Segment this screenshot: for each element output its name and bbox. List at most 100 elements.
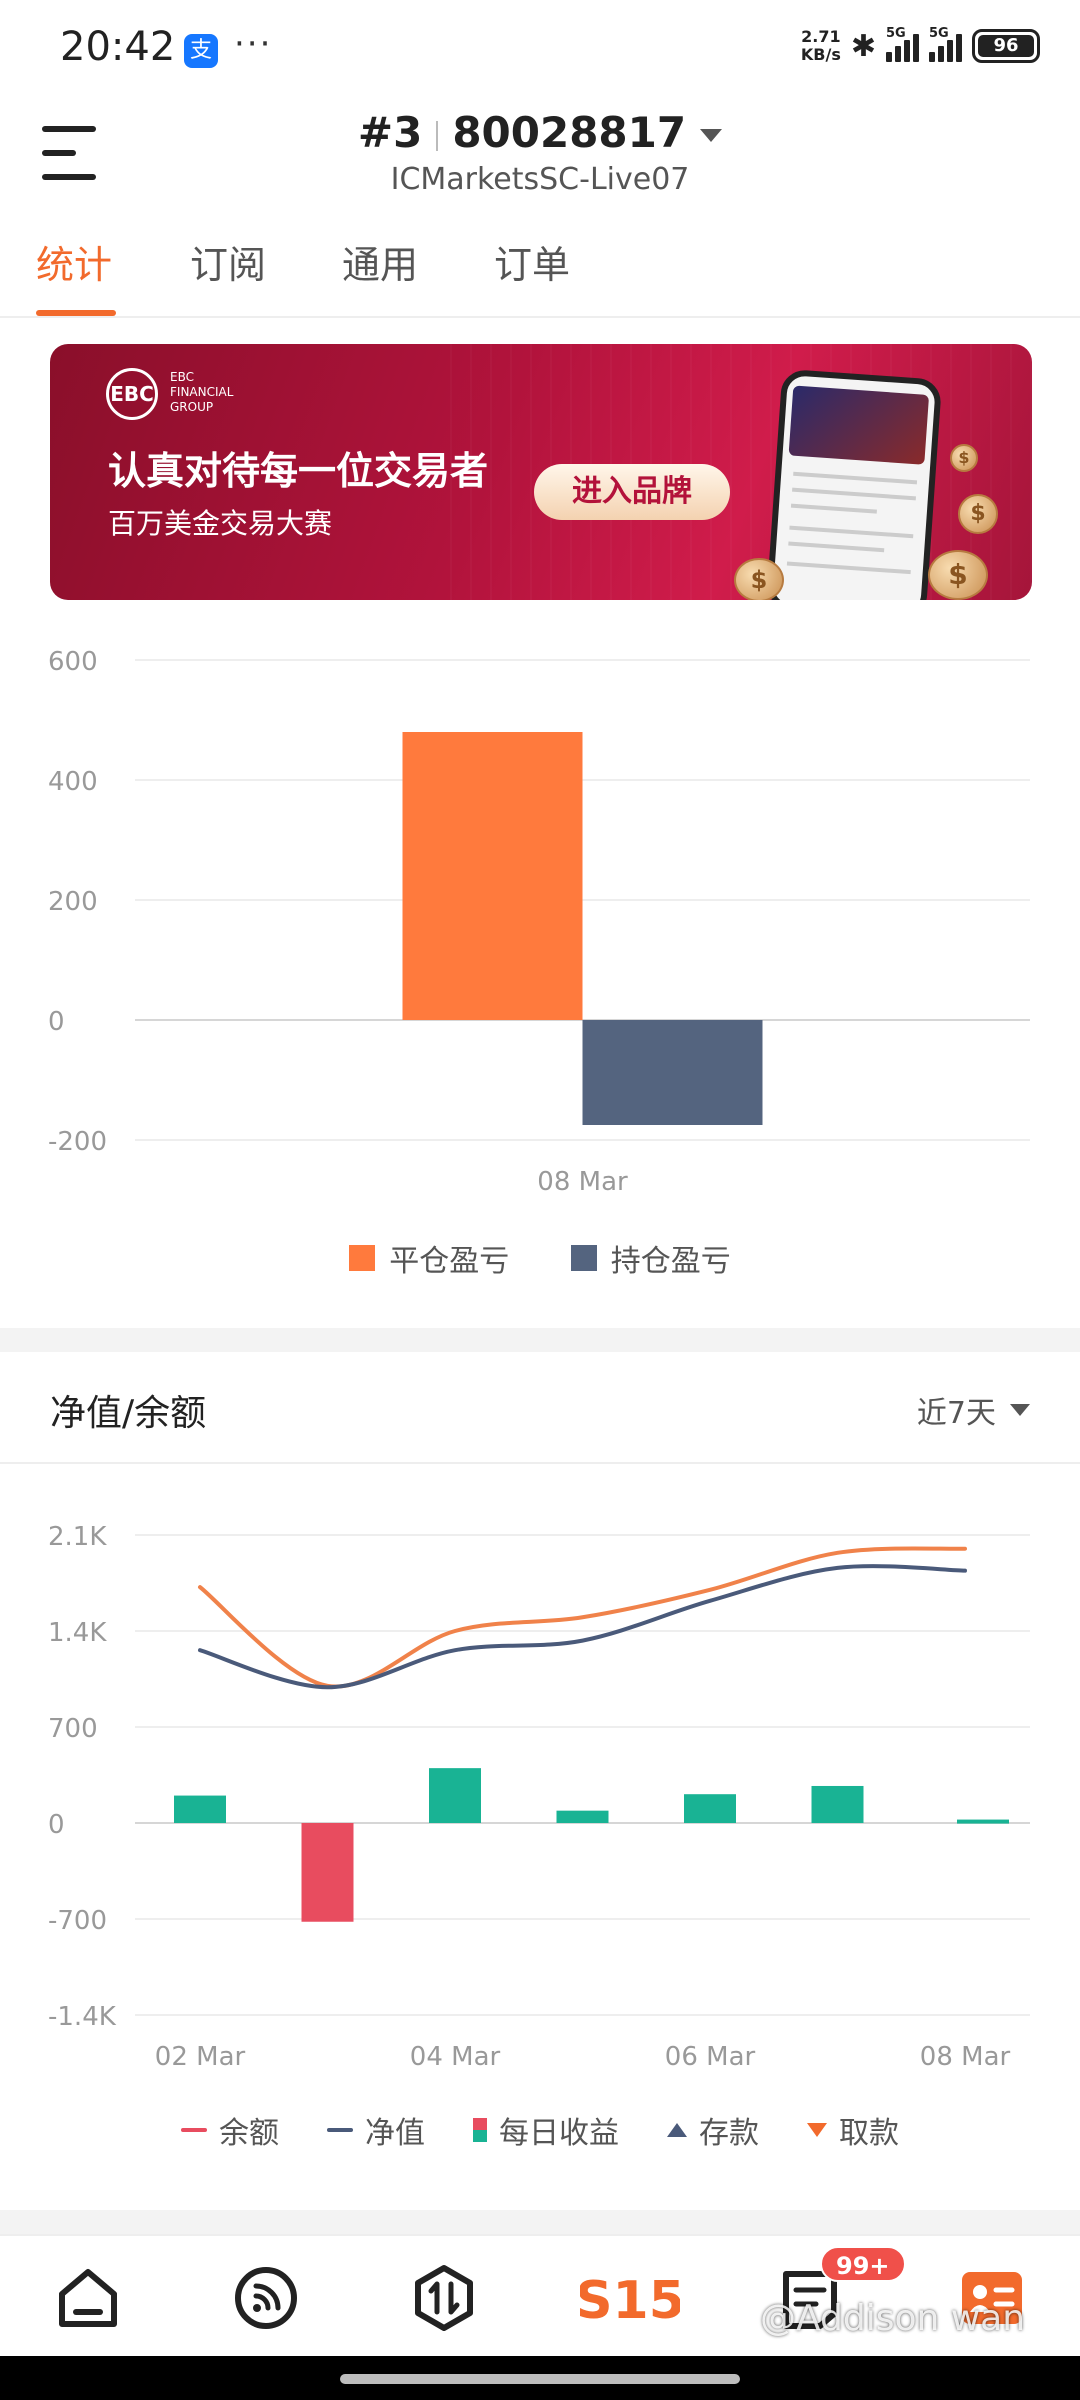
y-tick-label: 0: [48, 1007, 65, 1037]
daily-profit-bar: [556, 1810, 609, 1823]
menu-icon[interactable]: [42, 126, 98, 180]
phone-mockup-image: [765, 368, 943, 600]
logo-line: GROUP: [170, 400, 214, 414]
network-speed-value: 2.71: [801, 27, 841, 46]
status-time: 20:42: [60, 24, 176, 70]
y-tick-label: 2.1K: [48, 1522, 107, 1552]
equity-line: [198, 1564, 967, 1690]
y-tick-label: -700: [48, 1906, 107, 1936]
legend-balance[interactable]: 余额: [181, 2108, 279, 2152]
legend-daily-profit[interactable]: 每日收益: [473, 2108, 619, 2152]
equity-chart-svg: 2.1K 1.4K 700 0 -700 -1.4K 02 Mar 04 Mar 06 Mar 0…: [48, 1522, 1030, 2072]
tab-orders[interactable]: 订单: [494, 243, 571, 287]
pnl-chart: 600 400 200 0 -200 08 Mar: [0, 628, 1080, 1328]
legend-equity[interactable]: 净值: [327, 2108, 425, 2152]
section-title: 净值/余额: [50, 1393, 207, 1434]
caret-down-icon: [1010, 1404, 1030, 1416]
x-tick-label: 08 Mar: [920, 2042, 1011, 2072]
daily-profit-bar: [811, 1785, 864, 1823]
legend-deposit[interactable]: 存款: [667, 2108, 759, 2152]
ebc-logo-icon: EBC: [106, 368, 158, 420]
enter-brand-button[interactable]: 进入品牌: [534, 464, 730, 520]
logo-line: EBC: [170, 370, 194, 384]
signal-label: 5G: [886, 26, 906, 41]
signal-label: 5G: [929, 26, 949, 41]
y-tick-label: 200: [48, 887, 98, 917]
logo-line: FINANCIAL: [170, 385, 234, 399]
account-index: #3: [357, 108, 423, 157]
equity-chart-legend: 余额 净值 每日收益 存款 取款: [0, 2108, 1080, 2152]
daily-profit-bar: [174, 1795, 226, 1823]
coin-icon: $: [958, 494, 998, 534]
legend-label: 存款: [699, 2116, 759, 2151]
x-tick-label: 06 Mar: [665, 2042, 756, 2072]
legend-label: 余额: [219, 2116, 279, 2151]
daily-profit-bar: [957, 1819, 1009, 1824]
y-tick-label: -1.4K: [48, 2002, 117, 2032]
coin-icon: $: [734, 558, 784, 600]
network-speed: 2.71 KB/s: [801, 28, 841, 64]
balance-line: [198, 1546, 967, 1689]
section-divider: [0, 2210, 1080, 2234]
s15-label: S15: [580, 2271, 680, 2331]
more-notifications-icon: ···: [234, 24, 273, 64]
y-tick-label: 600: [48, 647, 98, 677]
daily-profit-bar: [429, 1768, 481, 1823]
legend-label: 平仓盈亏: [389, 1244, 510, 1279]
legend-label: 净值: [365, 2116, 425, 2151]
notification-badge: 99+: [820, 2246, 906, 2282]
status-bar: 20:42 支 ··· 2.71 KB/s ✱ 5G 5G 96: [0, 0, 1080, 96]
daily-profit-bar: [684, 1794, 736, 1823]
coin-icon: $: [950, 444, 978, 472]
range-value: 近7天: [916, 1396, 996, 1431]
tab-statistics[interactable]: 统计: [36, 243, 113, 287]
section-separator: [0, 1462, 1080, 1464]
tab-general[interactable]: 通用: [342, 243, 419, 287]
bluetooth-icon: ✱: [850, 28, 876, 64]
pnl-chart-svg: 600 400 200 0 -200 08 Mar: [48, 647, 1030, 1197]
account-number: 80028817: [452, 108, 687, 157]
bottom-navigation: S15: [0, 2234, 1080, 2356]
legend-closed-pnl[interactable]: 平仓盈亏: [349, 1236, 509, 1280]
status-indicators: 2.71 KB/s ✱ 5G 5G 96: [801, 26, 1040, 64]
ebc-logo-text: EBC FINANCIAL GROUP: [170, 370, 233, 415]
watermark: @Addison wan: [760, 2298, 1026, 2339]
network-speed-unit: KB/s: [800, 45, 841, 64]
account-server: ICMarketsSC-Live07: [390, 162, 690, 197]
x-tick-label: 02 Mar: [155, 2042, 246, 2072]
active-tab-indicator: [36, 310, 116, 316]
signal-icon: 5G: [929, 26, 962, 62]
caret-down-icon: [700, 129, 723, 142]
y-tick-label: -200: [48, 1127, 107, 1157]
legend-withdrawal[interactable]: 取款: [807, 2108, 899, 2152]
legend-open-pnl[interactable]: 持仓盈亏: [570, 1236, 731, 1280]
promo-banner[interactable]: EBC EBC FINANCIAL GROUP 认真对待每一位交易者 百万美金交…: [50, 344, 1032, 600]
legend-label: 每日收益: [499, 2116, 619, 2151]
signal-icon: 5G: [886, 26, 919, 62]
banner-subline: 百万美金交易大赛: [108, 507, 333, 540]
s15-logo-icon[interactable]: S15: [575, 2258, 685, 2338]
trade-icon[interactable]: [404, 2258, 484, 2338]
equity-balance-chart: 2.1K 1.4K 700 0 -700 -1.4K 02 Mar 04 Mar 06 Mar 0…: [0, 1480, 1080, 2080]
signal-feed-icon[interactable]: [226, 2258, 306, 2338]
tab-bar: 统计 订阅 通用 订单: [0, 234, 1080, 318]
x-tick-label: 08 Mar: [537, 1167, 628, 1197]
pnl-chart-legend: 平仓盈亏 持仓盈亏: [0, 1236, 1080, 1280]
home-icon[interactable]: [48, 2258, 128, 2338]
x-tick-label: 04 Mar: [410, 2042, 501, 2072]
battery-level: 96: [978, 35, 1034, 57]
battery-icon: 96: [972, 29, 1040, 63]
account-selector[interactable]: #3 80028817: [0, 108, 1080, 157]
alipay-icon: 支: [184, 34, 218, 68]
range-dropdown[interactable]: 近7天: [917, 1388, 1030, 1432]
y-tick-label: 700: [48, 1714, 98, 1744]
tab-subscriptions[interactable]: 订阅: [190, 243, 267, 287]
daily-profit-bar: [301, 1823, 354, 1922]
bar-open-pnl: [582, 1020, 763, 1125]
banner-headline: 认真对待每一位交易者: [108, 449, 489, 493]
y-tick-label: 400: [48, 767, 98, 797]
profile-card-icon[interactable]: [952, 2258, 1032, 2338]
y-tick-label: 1.4K: [48, 1618, 107, 1648]
bar-closed-pnl: [402, 732, 583, 1020]
home-indicator[interactable]: [340, 2374, 740, 2384]
